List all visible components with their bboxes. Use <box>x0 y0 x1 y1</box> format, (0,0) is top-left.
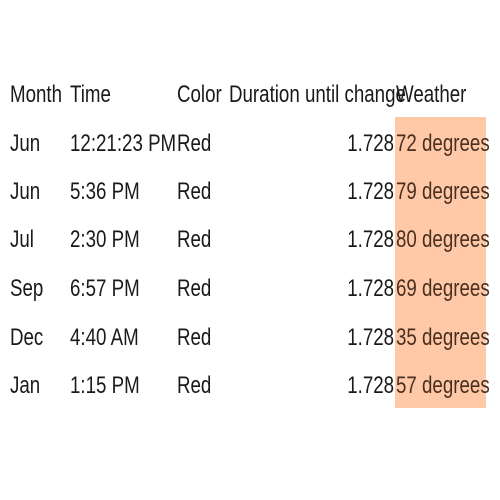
cell-month[interactable]: Jan <box>10 372 41 399</box>
header-color[interactable]: Color <box>177 81 222 108</box>
cell-month[interactable]: Sep <box>10 275 44 302</box>
cell-duration[interactable]: 1.728 <box>347 275 394 302</box>
cell-duration[interactable]: 1.728 <box>347 130 394 157</box>
cell-weather[interactable]: 69 degrees <box>396 275 490 302</box>
cell-month[interactable]: Jun <box>10 130 41 157</box>
cell-weather[interactable]: 79 degrees <box>396 178 490 205</box>
cell-month[interactable]: Jun <box>10 178 41 205</box>
cell-month[interactable]: Jul <box>10 226 34 253</box>
cell-duration[interactable]: 1.728 <box>347 324 394 351</box>
cell-weather[interactable]: 72 degrees <box>396 130 490 157</box>
cell-time[interactable]: 1:15 PM <box>70 372 140 399</box>
cell-color[interactable]: Red <box>177 178 212 205</box>
cell-time[interactable]: 12:21:23 PM <box>70 130 177 157</box>
cell-weather[interactable]: 80 degrees <box>396 226 490 253</box>
cell-color[interactable]: Red <box>177 372 212 399</box>
cell-duration[interactable]: 1.728 <box>347 178 394 205</box>
weather-column-highlight <box>395 117 486 408</box>
cell-color[interactable]: Red <box>177 275 212 302</box>
cell-month[interactable]: Dec <box>10 324 44 351</box>
cell-time[interactable]: 2:30 PM <box>70 226 140 253</box>
cell-duration[interactable]: 1.728 <box>347 226 394 253</box>
header-time[interactable]: Time <box>70 81 111 108</box>
cell-time[interactable]: 4:40 AM <box>70 324 139 351</box>
cell-time[interactable]: 5:36 PM <box>70 178 140 205</box>
cell-weather[interactable]: 57 degrees <box>396 372 490 399</box>
header-month[interactable]: Month <box>10 81 63 108</box>
cell-weather[interactable]: 35 degrees <box>396 324 490 351</box>
cell-color[interactable]: Red <box>177 130 212 157</box>
cell-duration[interactable]: 1.728 <box>347 372 394 399</box>
cell-time[interactable]: 6:57 PM <box>70 275 140 302</box>
cell-color[interactable]: Red <box>177 226 212 253</box>
header-duration[interactable]: Duration until change <box>229 81 406 108</box>
cell-color[interactable]: Red <box>177 324 212 351</box>
header-weather[interactable]: Weather <box>396 81 467 108</box>
